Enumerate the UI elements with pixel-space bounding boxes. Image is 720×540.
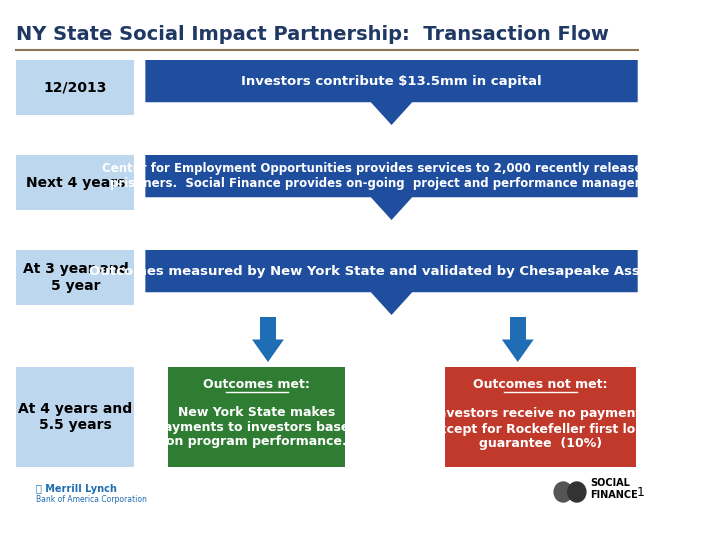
Polygon shape [502, 340, 534, 362]
FancyBboxPatch shape [17, 367, 135, 467]
Text: Center for Employment Opportunities provides services to 2,000 recently released: Center for Employment Opportunities prov… [102, 162, 681, 190]
Text: Outcomes not met:: Outcomes not met: [473, 379, 608, 392]
Text: 12/2013: 12/2013 [44, 80, 107, 94]
Polygon shape [145, 250, 638, 315]
Polygon shape [145, 60, 638, 125]
Circle shape [554, 482, 572, 502]
FancyBboxPatch shape [510, 317, 526, 340]
Circle shape [568, 482, 586, 502]
Text: Investors receive no payments
except for Rockefeller first loss
guarantee  (10%): Investors receive no payments except for… [431, 408, 650, 450]
Text: 🔱 Merrill Lynch: 🔱 Merrill Lynch [36, 484, 117, 494]
FancyBboxPatch shape [168, 367, 345, 467]
Text: NY State Social Impact Partnership:  Transaction Flow: NY State Social Impact Partnership: Tran… [17, 25, 609, 44]
Text: Bank of America Corporation: Bank of America Corporation [36, 495, 147, 503]
Text: Outcomes measured by New York State and validated by Chesapeake Associates: Outcomes measured by New York State and … [89, 265, 694, 278]
Text: SOCIAL
FINANCE: SOCIAL FINANCE [590, 478, 638, 500]
FancyBboxPatch shape [445, 367, 636, 467]
Text: At 4 years and
5.5 years: At 4 years and 5.5 years [18, 402, 132, 432]
Text: At 3 year and
5 year: At 3 year and 5 year [22, 262, 128, 293]
FancyBboxPatch shape [17, 60, 135, 115]
Text: New York State makes
payments to investors based
on program performance.: New York State makes payments to investo… [155, 406, 359, 449]
Text: Next 4 years: Next 4 years [26, 176, 125, 190]
Polygon shape [252, 340, 284, 362]
Polygon shape [145, 155, 638, 220]
FancyBboxPatch shape [260, 317, 276, 340]
FancyBboxPatch shape [17, 155, 135, 210]
FancyBboxPatch shape [17, 250, 135, 305]
Text: Outcomes met:: Outcomes met: [203, 379, 310, 392]
Text: 1: 1 [636, 485, 644, 498]
Text: Investors contribute $13.5mm in capital: Investors contribute $13.5mm in capital [241, 75, 542, 87]
